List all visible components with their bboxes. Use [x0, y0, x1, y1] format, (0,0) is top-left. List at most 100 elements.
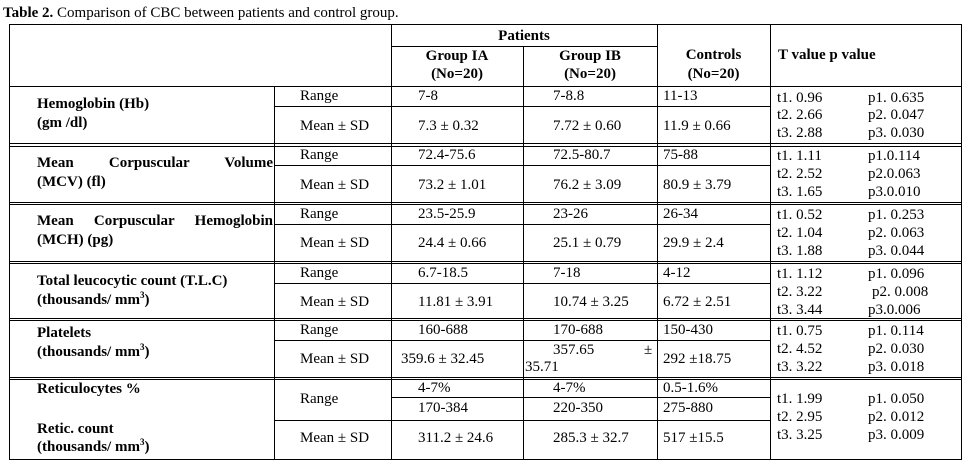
- row-mch-name: Mean Corpuscular Hemoglobin: [37, 213, 273, 229]
- row-plt-range-ctrl: 150-430: [663, 322, 713, 338]
- row-mch-p1: p1. 0.253: [868, 207, 925, 223]
- row-tlc-mean-ctrl: 6.72 ± 2.51: [663, 294, 732, 310]
- row-plt-p2: p2. 0.030: [868, 341, 925, 357]
- row-tlc-name: Total leucocytic count (T.L.C): [37, 273, 228, 289]
- row-mch-range-ia: 23.5-25.9: [418, 206, 476, 222]
- row-mch-range-ib: 23-26: [553, 206, 588, 222]
- row-plt-name: Platelets: [37, 325, 92, 341]
- row-mcv-mean-ib: 76.2 ± 3.09: [553, 177, 622, 193]
- row-mcv-unit: (MCV) (fl): [37, 174, 106, 190]
- row-tlc-mean-ia: 11.81 ± 3.91: [418, 294, 494, 310]
- row-retic-mean-ctrl: 517 ±15.5: [663, 430, 724, 446]
- row-tlc-mean-ib: 10.74 ± 3.25: [553, 294, 629, 310]
- row-tlc-range-ia: 6.7-18.5: [418, 265, 468, 281]
- row-mcv-p3: p3.0.010: [868, 184, 921, 200]
- row-retic-p1: p1. 0.050: [868, 391, 925, 407]
- row-mch-mean-ctrl: 29.9 ± 2.4: [663, 235, 724, 251]
- row-hb-mean-ctrl: 11.9 ± 0.66: [663, 118, 731, 134]
- row-retic-mean-label: Mean ± SD: [300, 430, 370, 446]
- row-tlc-range-ib: 7-18: [553, 265, 581, 281]
- row-hb-t3: t3. 2.88: [777, 125, 823, 141]
- row-retic-mean-ib: 285.3 ± 32.7: [553, 430, 629, 446]
- row-plt-range-ia: 160-688: [418, 322, 468, 338]
- row-plt-t1: t1. 0.75: [777, 323, 823, 339]
- row-tlc-unit-end: ): [144, 292, 150, 308]
- caption-text: Comparison of CBC between patients and c…: [53, 5, 399, 21]
- row-retic-range-ia-pct: 4-7%: [418, 380, 451, 396]
- row-retic-unit: (thousands/ mm3): [37, 437, 150, 456]
- row-plt-range-ib: 170-688: [553, 322, 603, 338]
- row-hb-mean-label: Mean ± SD: [300, 118, 370, 134]
- header-group-ia: Group IA: [425, 48, 489, 64]
- row-hb-name: Hemoglobin (Hb): [37, 96, 150, 112]
- row-plt-mean-label: Mean ± SD: [300, 351, 370, 367]
- row-retic-range-label: Range: [300, 391, 339, 407]
- row-plt-unit-sup: 3: [139, 342, 145, 352]
- header-group-ib-n: (No=20): [564, 66, 616, 82]
- row-mch-mean-ib: 25.1 ± 0.79: [553, 235, 622, 251]
- row-retic-unit-text: (thousands/ mm: [37, 439, 140, 455]
- row-mch-range-label: Range: [300, 206, 339, 222]
- row-mch-unit: (MCH) (pg): [37, 232, 114, 248]
- row-hb-range-ia: 7-8: [418, 88, 438, 104]
- row-hb-range-label: Range: [300, 88, 339, 104]
- row-hb-range-ib: 7-8.8: [553, 88, 585, 104]
- row-tlc-p3: p3.0.006: [868, 302, 921, 318]
- row-plt-range-label: Range: [300, 322, 339, 338]
- row-mcv-range-ib: 72.5-80.7: [553, 147, 611, 163]
- row-plt-unit-end: ): [144, 344, 150, 360]
- header-controls-n: (No=20): [687, 66, 740, 82]
- row-mcv-mean-label: Mean ± SD: [300, 177, 370, 193]
- row-mcv-t2: t2. 2.52: [777, 166, 823, 182]
- row-mcv-mean-ctrl: 80.9 ± 3.79: [663, 177, 732, 193]
- row-plt-t2: t2. 4.52: [777, 341, 823, 357]
- row-mcv-mean-ia: 73.2 ± 1.01: [418, 177, 487, 193]
- caption-label: Table 2.: [3, 5, 54, 21]
- row-mcv-t3: t3. 1.65: [777, 184, 823, 200]
- header-group-ib: Group IB: [559, 48, 621, 64]
- row-mcv-range-ia: 72.4-75.6: [418, 147, 476, 163]
- row-plt-unit: (thousands/ mm3): [37, 342, 150, 361]
- row-retic-range-ib-pct: 4-7%: [553, 380, 586, 396]
- row-tlc-unit-text: (thousands/ mm: [37, 292, 140, 308]
- row-retic-mean-ia: 311.2 ± 24.6: [418, 430, 494, 446]
- row-retic-name: Reticulocytes %: [37, 381, 141, 397]
- row-plt-p3: p3. 0.018: [868, 359, 925, 375]
- row-tlc-p1: p1. 0.096: [868, 266, 925, 282]
- row-retic-count-name: Retic. count: [37, 421, 114, 437]
- row-hb-unit: (gm /dl): [37, 115, 88, 131]
- table-caption: Table 2. Comparison of CBC between patie…: [3, 4, 399, 22]
- row-mch-mean-label: Mean ± SD: [300, 235, 370, 251]
- row-hb-p1: p1. 0.635: [868, 90, 925, 106]
- row-retic-range-ctrl-count: 275-880: [663, 400, 713, 416]
- row-tlc-t2: t2. 3.22: [777, 284, 823, 300]
- row-mch-t3: t3. 1.88: [777, 243, 823, 259]
- row-mch-t1: t1. 0.52: [777, 207, 823, 223]
- row-tlc-range-ctrl: 4-12: [663, 265, 691, 281]
- row-retic-p2: p2. 0.012: [868, 409, 925, 425]
- row-tlc-t3: t3. 3.44: [777, 302, 823, 318]
- row-mcv-range-label: Range: [300, 147, 339, 163]
- row-tlc-t1: t1. 1.12: [777, 266, 823, 282]
- row-retic-t3: t3. 3.25: [777, 427, 823, 443]
- row-retic-unit-end: ): [144, 439, 150, 455]
- row-retic-unit-sup: 3: [139, 437, 145, 447]
- row-plt-p1: p1. 0.114: [868, 323, 924, 339]
- row-mcv-p1: p1.0.114: [868, 148, 920, 164]
- row-mch-t2: t2. 1.04: [777, 225, 823, 241]
- row-retic-p3: p3. 0.009: [868, 427, 925, 443]
- row-retic-t1: t1. 1.99: [777, 391, 823, 407]
- row-mch-p3: p3. 0.044: [868, 243, 925, 259]
- header-controls: Controls: [685, 47, 742, 63]
- row-hb-t2: t2. 2.66: [777, 107, 823, 123]
- row-tlc-unit: (thousands/ mm3): [37, 291, 150, 309]
- row-mcv-t1: t1. 1.11: [777, 148, 822, 164]
- row-hb-mean-ib: 7.72 ± 0.60: [553, 118, 622, 134]
- row-plt-mean-ctrl: 292 ±18.75: [663, 351, 732, 367]
- row-mch-p2: p2. 0.063: [868, 225, 925, 241]
- row-retic-range-ib-count: 220-350: [553, 400, 603, 416]
- row-mch-range-ctrl: 26-34: [663, 206, 698, 222]
- row-mch-mean-ia: 24.4 ± 0.66: [418, 235, 487, 251]
- row-tlc-p2: p2. 0.008: [872, 284, 929, 300]
